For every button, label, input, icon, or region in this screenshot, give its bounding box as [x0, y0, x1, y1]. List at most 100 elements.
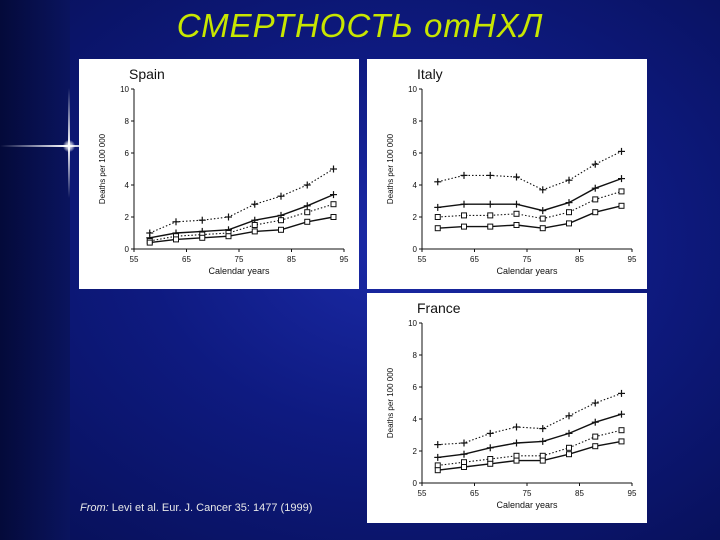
y-tick-label: 8	[125, 117, 130, 126]
data-point-plus	[539, 437, 547, 445]
x-tick-label: 95	[628, 489, 637, 498]
x-tick-label: 65	[470, 255, 479, 264]
sparkle-horizontal-ray	[0, 145, 120, 147]
source-prefix: From:	[80, 502, 109, 514]
y-tick-label: 4	[413, 181, 418, 190]
data-point-square	[592, 196, 599, 203]
data-point-square	[513, 222, 520, 228]
y-tick-label: 6	[125, 149, 130, 158]
data-point-plus	[618, 389, 625, 397]
data-point-square	[618, 202, 625, 209]
data-point-plus	[486, 200, 494, 208]
data-point-square	[461, 212, 467, 219]
series-line-1	[437, 150, 622, 191]
chart-france: France 0 2 4 6 8 10 55 65 75 85 95 Calendar years Dea…	[386, 300, 637, 510]
data-point-plus	[513, 423, 520, 431]
data-point-plus	[460, 200, 468, 208]
data-point-square	[592, 443, 599, 450]
data-point-plus	[539, 186, 547, 194]
series-line-2	[437, 177, 622, 212]
series-line-3	[437, 190, 622, 220]
data-point-plus	[460, 439, 468, 447]
data-point-plus	[591, 184, 599, 192]
data-point-square	[304, 218, 311, 225]
data-point-plus	[565, 176, 573, 184]
data-point-plus	[198, 216, 206, 224]
data-point-square	[487, 212, 494, 219]
y-tick-label: 6	[413, 149, 418, 158]
data-point-square	[539, 215, 546, 222]
data-point-square	[592, 209, 599, 216]
data-point-square	[461, 459, 467, 466]
x-tick-label: 55	[418, 255, 427, 264]
data-point-plus	[618, 175, 625, 183]
y-tick-label: 10	[408, 319, 417, 328]
data-point-plus	[303, 181, 311, 189]
data-point-plus	[513, 173, 520, 181]
data-point-square	[513, 457, 520, 464]
series-line-4	[149, 216, 334, 244]
data-point-square	[487, 460, 494, 467]
source-text: Levi et al. Eur. J. Cancer 35: 1477 (199…	[108, 502, 313, 514]
x-tick-label: 65	[470, 489, 479, 498]
data-point-square	[434, 462, 441, 469]
chart-panel-france: France 0 2 4 6 8 10 55 65 75 85 95 Calendar years Dea…	[367, 293, 647, 523]
chart-panel-spain: Spain 0 2 4 6 8 10 55 65 75 85 95 Calendar years Deat…	[79, 59, 359, 289]
data-point-plus	[565, 199, 573, 207]
data-point-square	[539, 225, 546, 232]
chart-italy: Italy 0 2 4 6 8 10 55 65 75 85 95 Calendar years Deat…	[386, 66, 637, 276]
data-point-square	[225, 233, 232, 240]
x-tick-label: 75	[523, 489, 532, 498]
chart-spain: Spain 0 2 4 6 8 10 55 65 75 85 95 Calendar years Deat…	[98, 66, 349, 276]
data-point-plus	[486, 171, 494, 179]
data-point-plus	[486, 429, 494, 437]
left-dark-band	[0, 0, 70, 540]
x-tick-label: 95	[340, 255, 349, 264]
data-point-plus	[434, 203, 442, 211]
series-line-4	[437, 440, 622, 471]
data-point-square	[487, 456, 494, 462]
data-point-square	[566, 209, 572, 216]
data-point-square	[251, 228, 258, 235]
chart-title: France	[417, 300, 461, 316]
data-point-plus	[330, 165, 337, 173]
data-point-plus	[618, 147, 625, 155]
x-tick-label: 95	[628, 255, 637, 264]
series-line-4	[437, 205, 622, 229]
x-tick-label: 85	[575, 489, 584, 498]
series-line-3	[437, 429, 622, 466]
y-tick-label: 4	[125, 181, 130, 190]
chart-panel-italy: Italy 0 2 4 6 8 10 55 65 75 85 95 Calendar years Deat…	[367, 59, 647, 289]
data-point-square	[434, 214, 441, 220]
x-axis-label: Calendar years	[496, 266, 558, 276]
y-tick-label: 4	[413, 415, 418, 424]
y-tick-label: 6	[413, 383, 418, 392]
data-point-square	[513, 452, 520, 459]
chart-title: Spain	[129, 66, 165, 82]
sparkle-icon	[63, 140, 75, 152]
x-axis-label: Calendar years	[496, 500, 558, 510]
data-point-plus	[251, 200, 259, 208]
x-tick-label: 55	[130, 255, 139, 264]
data-point-square	[513, 210, 520, 217]
data-point-square	[539, 452, 546, 459]
data-point-square	[278, 226, 284, 233]
x-tick-label: 65	[182, 255, 191, 264]
data-point-plus	[565, 429, 573, 437]
data-point-plus	[225, 213, 232, 221]
data-point-square	[278, 217, 284, 224]
data-point-plus	[172, 218, 180, 226]
data-point-square	[199, 234, 206, 241]
data-point-plus	[591, 160, 599, 168]
series-line-1	[437, 392, 622, 446]
data-point-square	[173, 236, 179, 243]
x-tick-label: 75	[235, 255, 244, 264]
data-point-square	[251, 222, 258, 228]
y-axis-label: Deaths per 100 000	[386, 367, 395, 438]
y-tick-label: 10	[408, 85, 417, 94]
data-point-square	[618, 438, 625, 445]
data-point-plus	[565, 412, 573, 420]
data-point-plus	[591, 399, 599, 407]
data-point-plus	[513, 200, 520, 208]
data-point-plus	[434, 453, 442, 461]
